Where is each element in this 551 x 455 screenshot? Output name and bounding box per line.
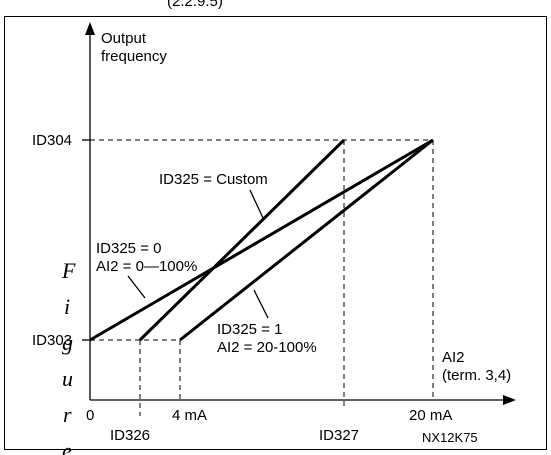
side-caption-letter: i: [64, 294, 70, 319]
guide-lines: [90, 139, 434, 416]
y-tick-label-id304: ID304: [32, 132, 72, 149]
figure-frame: [4, 16, 547, 450]
x-axis-label-line2: (term. 3,4): [442, 367, 511, 384]
side-caption-letter: F: [61, 258, 76, 283]
y-axis-arrow: [85, 22, 95, 35]
leader-lines: [127, 189, 269, 319]
line-id325-custom: [138, 138, 346, 342]
side-caption-letter: g: [62, 330, 73, 355]
leader-custom: [249, 189, 264, 219]
line-id325-1: [179, 138, 434, 342]
annotation-one-line2: AI2 = 20-100%: [217, 339, 317, 356]
x-tick-label-4ma: 4 mA: [172, 407, 207, 424]
x-tick-label-id327: ID327: [319, 427, 359, 444]
characteristic-lines: [89, 138, 434, 342]
leader-one: [253, 289, 269, 319]
x-tick-label-20ma: 20 mA: [409, 407, 452, 424]
figure-code: NX12K75: [422, 430, 478, 445]
annotation-custom: ID325 = Custom: [159, 171, 268, 188]
side-caption-letter: e: [62, 438, 72, 455]
line-id325-0: [89, 138, 434, 342]
y-axis-label-line2: frequency: [101, 48, 167, 65]
y-tick-label-id303: ID303: [32, 332, 72, 349]
annotation-zero-line1: ID325 = 0: [96, 240, 161, 257]
annotation-zero-line2: AI2 = 0—100%: [96, 258, 197, 275]
x-axis-label-line1: AI2: [442, 349, 465, 366]
leader-zero: [127, 275, 146, 299]
side-caption-letter: r: [63, 402, 72, 427]
annotation-one-line1: ID325 = 1: [217, 321, 282, 338]
side-caption-letter: u: [62, 366, 73, 391]
y-axis-label-line1: Output: [101, 30, 147, 47]
x-axis-arrow: [503, 395, 516, 405]
x-tick-label-zero: 0: [86, 407, 94, 424]
side-caption: F i g u r e: [61, 258, 76, 455]
clipped-top-text: (2.2.9.5): [167, 0, 223, 10]
x-tick-label-id326: ID326: [110, 427, 150, 444]
